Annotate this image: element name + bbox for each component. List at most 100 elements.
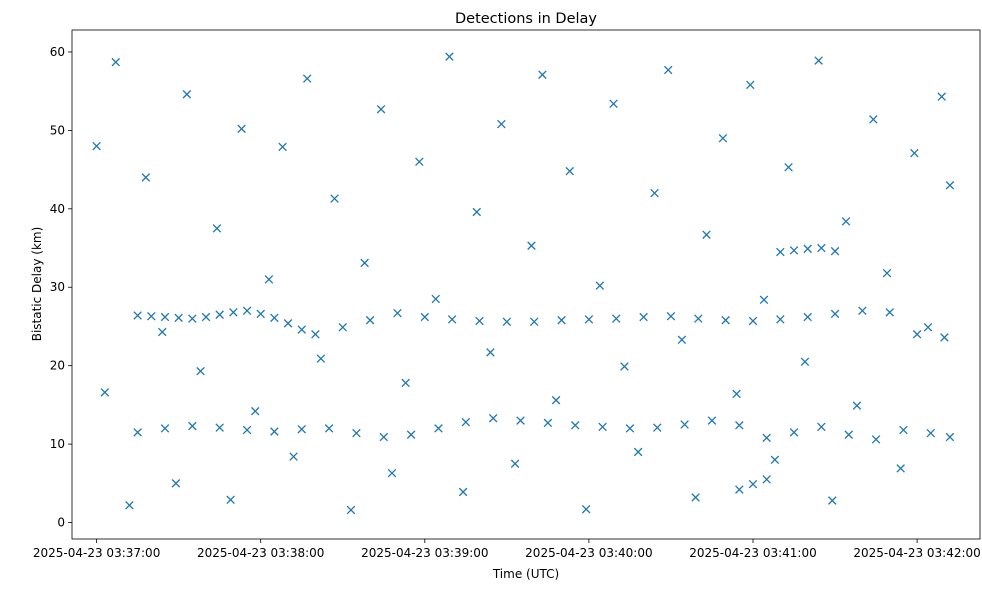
detection-point bbox=[182, 90, 192, 99]
detection-point bbox=[188, 314, 197, 323]
detection-point bbox=[100, 388, 110, 397]
detection-point bbox=[784, 162, 793, 172]
detection-point bbox=[611, 314, 621, 323]
detection-point bbox=[732, 389, 741, 399]
detection-point bbox=[721, 315, 730, 325]
detection-point bbox=[497, 119, 506, 129]
detection-point bbox=[475, 316, 484, 326]
detection-point bbox=[633, 447, 643, 457]
detection-point bbox=[882, 268, 892, 278]
detection-point bbox=[653, 423, 662, 432]
detection-point bbox=[814, 56, 823, 65]
detection-point bbox=[445, 52, 454, 61]
detection-point bbox=[926, 428, 936, 438]
detection-point bbox=[147, 312, 156, 321]
detection-point bbox=[620, 362, 629, 371]
detection-point bbox=[242, 306, 252, 316]
detection-point bbox=[379, 432, 389, 442]
detection-point bbox=[283, 319, 293, 328]
detection-point bbox=[912, 330, 922, 339]
detection-point bbox=[316, 354, 326, 363]
detection-point bbox=[852, 401, 862, 410]
detection-point bbox=[694, 314, 703, 323]
detection-point bbox=[666, 312, 676, 321]
detection-point bbox=[677, 335, 687, 345]
x-tick-label: 2025-04-23 03:42:00 bbox=[853, 546, 980, 560]
detection-point bbox=[707, 416, 717, 425]
y-tick-label: 60 bbox=[50, 45, 65, 59]
x-tick-label: 2025-04-23 03:37:00 bbox=[33, 546, 160, 560]
detection-point bbox=[111, 57, 121, 67]
detection-point bbox=[458, 487, 468, 497]
detection-point bbox=[910, 148, 919, 158]
detection-point bbox=[844, 430, 853, 439]
detection-point bbox=[302, 74, 312, 83]
detection-point bbox=[871, 435, 881, 444]
y-tick-label: 0 bbox=[57, 516, 65, 530]
detection-point bbox=[278, 142, 287, 152]
detection-point bbox=[447, 315, 457, 324]
detection-point bbox=[789, 246, 799, 255]
y-tick-label: 20 bbox=[50, 359, 65, 373]
data-points bbox=[92, 52, 955, 515]
detection-point bbox=[570, 421, 580, 430]
detection-point bbox=[215, 423, 224, 432]
detection-point bbox=[201, 312, 211, 322]
detection-point bbox=[789, 428, 799, 437]
detection-point bbox=[141, 173, 151, 182]
detection-point bbox=[735, 421, 744, 430]
x-tick-label: 2025-04-23 03:41:00 bbox=[689, 546, 816, 560]
detection-point bbox=[270, 427, 279, 436]
detection-point bbox=[406, 430, 416, 439]
detection-point bbox=[776, 315, 785, 324]
detection-point bbox=[746, 80, 755, 90]
detection-point bbox=[215, 310, 224, 319]
detection-point bbox=[581, 504, 591, 514]
x-axis-label: Time (UTC) bbox=[492, 567, 559, 581]
y-axis: 0 10 20 30 40 50 60 bbox=[50, 45, 72, 530]
detection-point bbox=[748, 316, 758, 326]
detection-point bbox=[297, 424, 306, 434]
y-tick-label: 10 bbox=[50, 437, 65, 451]
detection-point bbox=[858, 306, 867, 316]
detection-point bbox=[352, 428, 361, 438]
x-tick-label: 2025-04-23 03:39:00 bbox=[361, 546, 488, 560]
detection-point bbox=[762, 475, 771, 484]
detection-point bbox=[803, 244, 812, 254]
detection-point bbox=[212, 224, 222, 233]
detection-point bbox=[226, 495, 235, 505]
detection-point bbox=[595, 281, 605, 290]
detection-point bbox=[270, 313, 279, 323]
detection-point bbox=[770, 455, 780, 465]
chart-title: Detections in Delay bbox=[455, 11, 597, 27]
x-tick-label: 2025-04-23 03:38:00 bbox=[197, 546, 324, 560]
detection-point bbox=[598, 422, 607, 432]
detection-point bbox=[324, 424, 334, 433]
detection-point bbox=[488, 413, 498, 423]
detection-point bbox=[365, 315, 375, 325]
detection-point bbox=[650, 188, 659, 198]
detection-point bbox=[415, 157, 424, 167]
y-axis-label: Bistatic Delay (km) bbox=[30, 227, 44, 342]
detection-point bbox=[923, 322, 933, 332]
detection-point bbox=[434, 424, 443, 433]
detection-point bbox=[800, 357, 810, 367]
detection-point bbox=[461, 417, 471, 427]
detection-point bbox=[133, 311, 142, 320]
detection-point bbox=[776, 247, 785, 257]
detection-point bbox=[393, 308, 402, 318]
detection-point bbox=[160, 424, 170, 433]
plot-frame bbox=[71, 29, 981, 540]
detection-point bbox=[869, 115, 878, 124]
detection-point bbox=[937, 92, 946, 101]
detection-point bbox=[502, 317, 512, 327]
detection-point bbox=[762, 433, 771, 443]
detection-point bbox=[196, 366, 205, 376]
detection-point bbox=[387, 468, 397, 478]
detection-point bbox=[639, 312, 648, 322]
detection-point bbox=[817, 243, 826, 253]
detection-point bbox=[680, 420, 689, 429]
detection-point bbox=[264, 275, 274, 284]
detection-point bbox=[346, 505, 356, 515]
detection-point bbox=[830, 309, 840, 319]
